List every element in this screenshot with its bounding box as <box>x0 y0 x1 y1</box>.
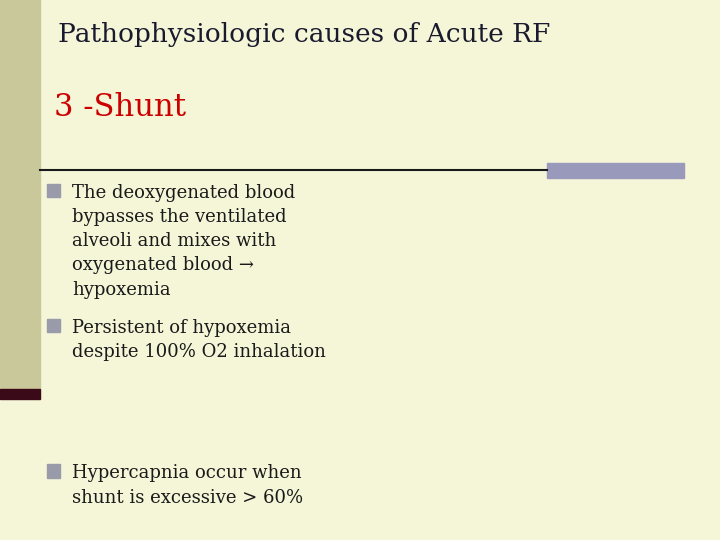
Bar <box>47 464 60 478</box>
Text: Hypercapnia occur when
shunt is excessive > 60%: Hypercapnia occur when shunt is excessiv… <box>72 464 303 507</box>
Text: The deoxygenated blood
bypasses the ventilated
alveoli and mixes with
oxygenated: The deoxygenated blood bypasses the vent… <box>72 184 295 299</box>
Bar <box>547 163 684 178</box>
Text: Persistent of hypoxemia
despite 100% O2 inhalation: Persistent of hypoxemia despite 100% O2 … <box>72 319 326 361</box>
Bar <box>47 319 60 332</box>
Text: Pathophysiologic causes of Acute RF: Pathophysiologic causes of Acute RF <box>58 22 550 46</box>
Text: 3 -Shunt: 3 -Shunt <box>54 92 186 123</box>
Bar <box>47 184 60 197</box>
Bar <box>0 389 40 399</box>
Bar <box>0 0 40 389</box>
